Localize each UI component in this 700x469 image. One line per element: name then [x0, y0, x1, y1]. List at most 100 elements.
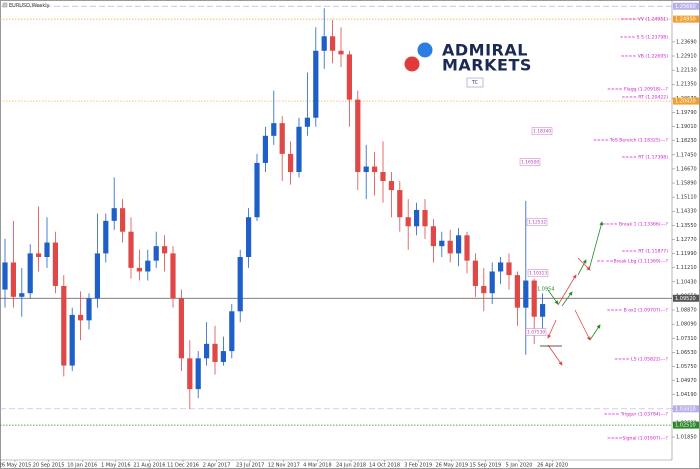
candle-body — [388, 181, 394, 191]
annotation: >>>> RT (1.20422) — [621, 95, 668, 101]
candle-body — [422, 209, 428, 227]
candle-body — [346, 54, 352, 100]
y-tick-label: 1.11210 — [676, 265, 697, 271]
candle-body — [61, 285, 67, 366]
candle-body — [430, 226, 436, 247]
price-box — [673, 405, 699, 413]
candle-body — [19, 293, 25, 297]
candle-body — [304, 117, 310, 127]
x-tick-label: 10 Jan 2016 — [67, 463, 97, 469]
price-box-label: 1.20420 — [675, 99, 696, 105]
candle-body — [220, 351, 226, 362]
x-tick-label: 23 Jul 2017 — [236, 463, 264, 469]
annotation: >>>> S S (1.23798) — [620, 35, 668, 41]
candle-body — [313, 50, 319, 118]
candle-body — [78, 314, 84, 321]
candle-body — [405, 217, 411, 227]
candle-body — [523, 280, 529, 308]
candle-body — [481, 285, 487, 294]
candle-body — [254, 162, 260, 218]
x-tick-label: 26 May 2019 — [435, 463, 468, 469]
candle-body — [111, 208, 117, 221]
y-tick-label: 1.19790 — [676, 110, 697, 116]
candle-body — [514, 275, 520, 308]
chart-label: 1.12532 — [528, 220, 546, 226]
x-tick-label: 21 Aug 2016 — [133, 463, 165, 469]
x-tick-label: 26 May 2015 — [0, 463, 31, 469]
logo-dot — [417, 42, 433, 58]
logo-text: MARKETS — [442, 56, 532, 75]
candle-body — [397, 190, 403, 218]
candle-body — [170, 253, 176, 299]
y-tick-label: 1.05750 — [676, 364, 697, 370]
annotation: >>>> ToS Bereich (1.18325)---? — [593, 138, 668, 144]
candle-body — [380, 171, 386, 182]
candle-body — [27, 253, 33, 294]
y-tick-label: 1.08870 — [676, 308, 697, 314]
x-tick-label: 1 May 2016 — [101, 463, 130, 469]
y-tick-label: 1.15890 — [676, 181, 697, 187]
candle-body — [338, 50, 344, 55]
y-tick-label: 1.23690 — [676, 39, 697, 45]
x-tick-label: 3 Feb 2019 — [404, 463, 432, 469]
candle-body — [36, 253, 42, 258]
candle-body — [330, 36, 336, 51]
y-tick-label: 1.04190 — [676, 392, 697, 398]
chart-label: 1.0954 — [537, 287, 555, 293]
annotation: >>>> B ox2 (1.09707)---? — [607, 308, 669, 314]
x-tick-label: 5 Jan 2020 — [506, 463, 533, 469]
y-tick-label: 1.16670 — [676, 166, 697, 172]
chart-label: 1.10313 — [529, 271, 547, 277]
y-tick-label: 1.21350 — [676, 82, 697, 88]
y-tick-label: 1.22910 — [676, 54, 697, 60]
y-tick-label: 1.17450 — [676, 152, 697, 158]
chart-label-box — [519, 158, 541, 166]
x-tick-label: 11 Dec 2016 — [167, 463, 199, 469]
x-tick-label: 4 Mar 2018 — [303, 463, 332, 469]
annotation: >>>> RT (1.11877) — [621, 249, 668, 255]
candle-body — [246, 217, 252, 258]
candle-body — [279, 123, 285, 154]
candle-body — [145, 260, 151, 272]
y-tick-label: 1.18230 — [676, 138, 697, 144]
x-tick-label: 20 Sep 2015 — [33, 463, 65, 469]
candle-body — [103, 220, 109, 254]
candle-body — [464, 235, 470, 261]
candle-body — [288, 153, 294, 172]
x-tick-label: 26 Apr 2020 — [537, 463, 568, 469]
candle-body — [414, 209, 420, 227]
x-tick-label: 24 Jun 2018 — [336, 463, 366, 469]
candle-body — [195, 358, 201, 390]
price-box-label: 1.09520 — [675, 296, 696, 302]
candle-body — [52, 242, 58, 286]
candle-body — [229, 311, 235, 352]
chart-label-box — [525, 328, 547, 336]
candle-body — [531, 280, 537, 317]
logo-dot — [404, 56, 420, 72]
price-box-label: 1.25660 — [675, 4, 696, 10]
price-box — [673, 2, 699, 10]
candle-body — [363, 166, 369, 172]
candle-body — [489, 271, 495, 294]
price-box-label: 1.02510 — [675, 423, 696, 429]
badge-text: TC — [471, 80, 479, 86]
y-tick-label: 1.11990 — [676, 251, 697, 257]
candle-body — [456, 235, 462, 254]
candle-body — [372, 166, 378, 172]
price-box — [673, 294, 699, 302]
chart-label-box — [531, 127, 553, 135]
candle-body — [162, 246, 168, 254]
annotation: >>>> Flagg (1.20918)---? — [607, 87, 668, 93]
y-tick-label: 1.19010 — [676, 124, 697, 130]
annotation: >>>> RT (1.17398) — [621, 155, 668, 161]
annotation: >>>> VB (1.22695) — [621, 54, 668, 60]
candle-body — [94, 253, 100, 299]
chart-label: 1.18340 — [533, 129, 551, 135]
price-box-label: 1.24950 — [675, 17, 696, 23]
candle-body — [262, 135, 268, 163]
symbol-icon — [2, 2, 8, 8]
candle-body — [69, 314, 75, 366]
annotation: >>>> Trigger (1.03784)---? — [604, 412, 669, 418]
candle-body — [296, 126, 302, 172]
